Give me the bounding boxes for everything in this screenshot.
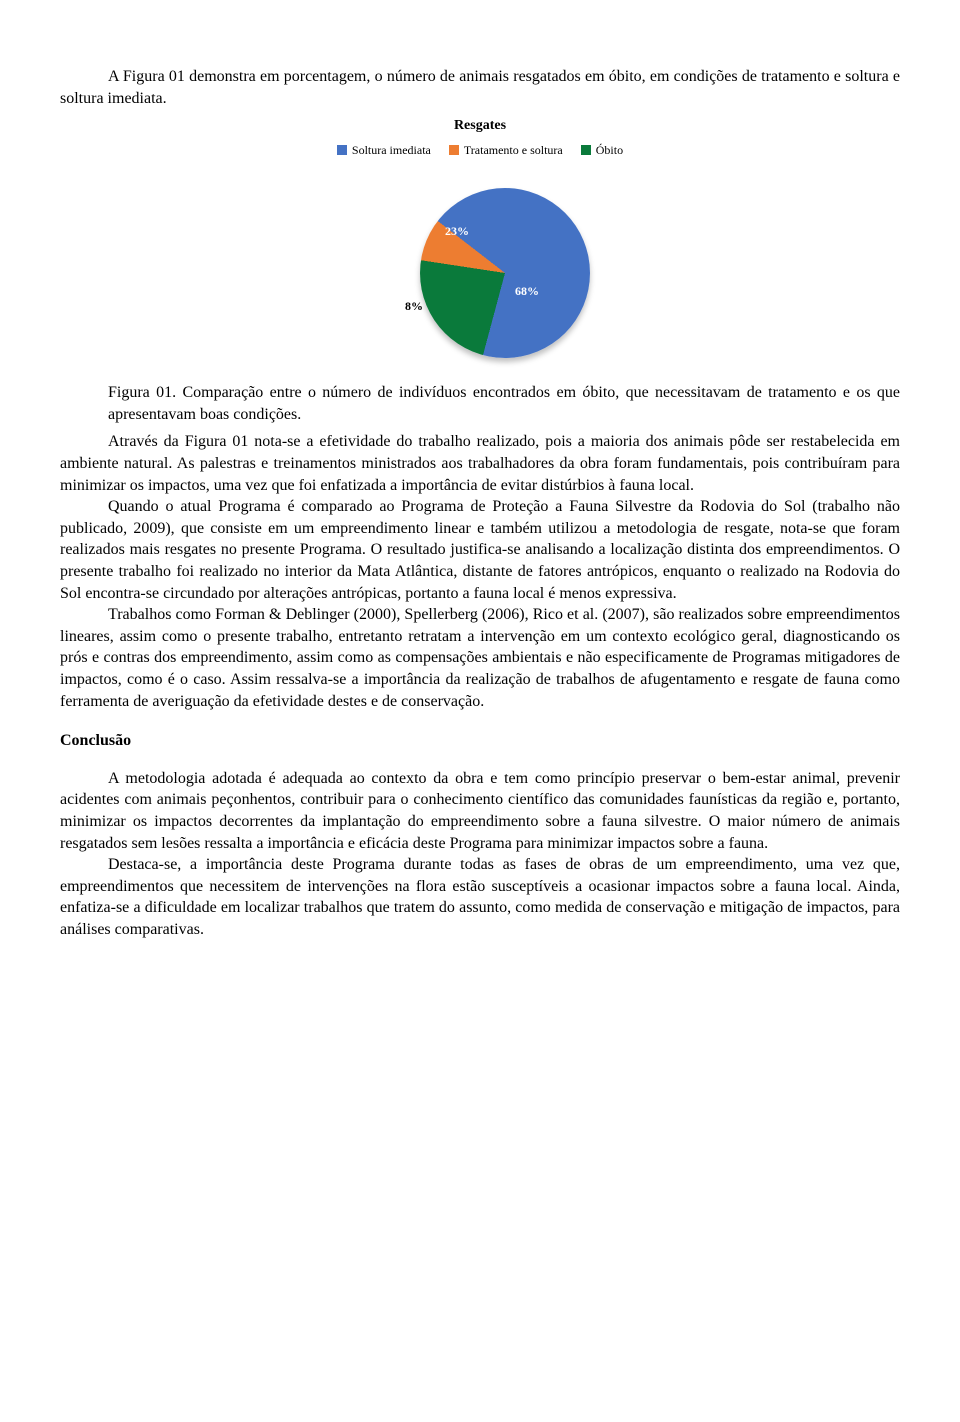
pie-chart-figure: Resgates Soltura imediata Tratamento e s… <box>60 117 900 368</box>
pie-wrap: 23% 8% 68% <box>360 168 600 368</box>
chart-title: Resgates <box>60 117 900 136</box>
conclusion-paragraph-2: Destaca-se, a importância deste Programa… <box>60 854 900 940</box>
pie-label-soltura: 68% <box>515 283 539 299</box>
pie-label-tratamento: 8% <box>405 298 423 314</box>
pie-label-obito: 23% <box>445 223 469 239</box>
figure-caption: Figura 01. Comparação entre o número de … <box>108 382 900 425</box>
conclusion-paragraph-1: A metodologia adotada é adequada ao cont… <box>60 768 900 854</box>
legend-label: Tratamento e soltura <box>464 142 563 158</box>
intro-paragraph: A Figura 01 demonstra em porcentagem, o … <box>60 66 900 109</box>
body-paragraph-1: Através da Figura 01 nota-se a efetivida… <box>60 431 900 496</box>
legend-label: Soltura imediata <box>352 142 431 158</box>
body-paragraph-3: Trabalhos como Forman & Deblinger (2000)… <box>60 604 900 712</box>
chart-legend: Soltura imediata Tratamento e soltura Ób… <box>60 142 900 158</box>
legend-swatch <box>337 145 347 155</box>
legend-swatch <box>581 145 591 155</box>
legend-item-tratamento-soltura: Tratamento e soltura <box>449 142 563 158</box>
legend-item-obito: Óbito <box>581 142 623 158</box>
body-paragraph-2: Quando o atual Programa é comparado ao P… <box>60 496 900 604</box>
pie-chart <box>420 188 590 358</box>
legend-swatch <box>449 145 459 155</box>
legend-item-soltura-imediata: Soltura imediata <box>337 142 431 158</box>
legend-label: Óbito <box>596 142 623 158</box>
conclusion-heading: Conclusão <box>60 730 900 752</box>
